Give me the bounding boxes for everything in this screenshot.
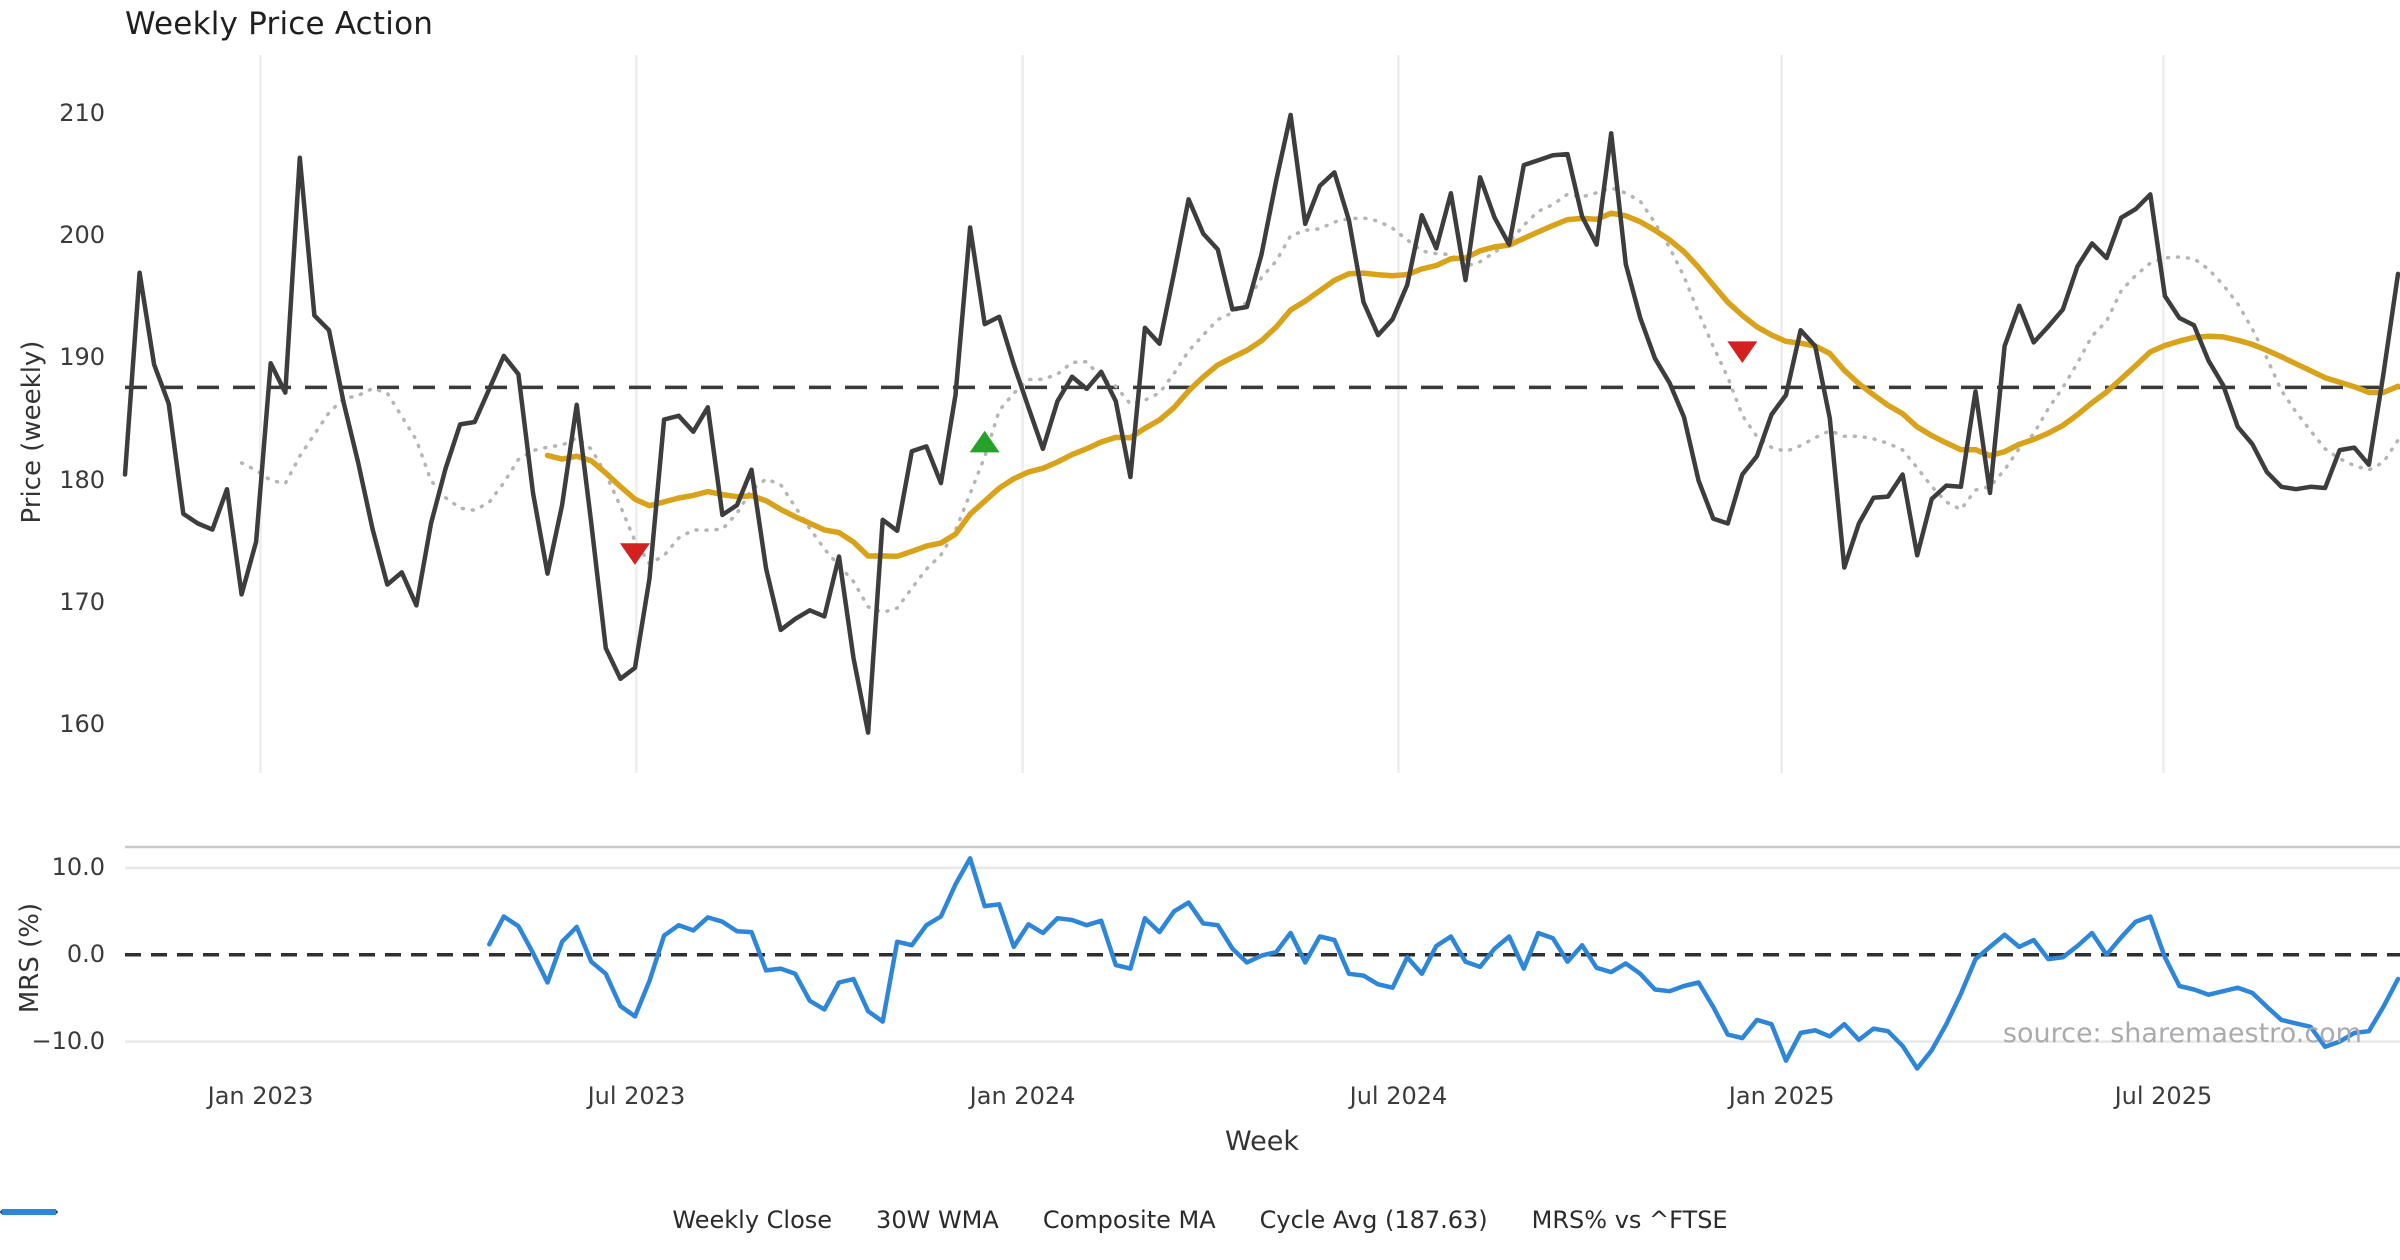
month-tick-label: Jul 2025 <box>2114 1082 2213 1110</box>
legend-label: 30W WMA <box>876 1206 999 1234</box>
legend-label: Cycle Avg (187.63) <box>1259 1206 1488 1234</box>
legend-item: MRS% vs ^FTSE <box>2 1206 1728 1234</box>
chart-title: Weekly Price Action <box>125 6 434 42</box>
mrs-tick-label: 10.0 <box>51 852 105 881</box>
legend-label: Composite MA <box>1042 1206 1216 1234</box>
source-watermark: source: sharemaestro.com <box>2002 1018 2362 1049</box>
legend-item: 30W WMA <box>2 1206 999 1234</box>
legend-label: MRS% vs ^FTSE <box>1531 1206 1728 1234</box>
x-axis-label: Week <box>1225 1126 1299 1157</box>
price-tick-label: 170 <box>59 587 105 616</box>
month-tick-label: Jan 2024 <box>969 1082 1076 1110</box>
wma-line <box>544 210 2400 560</box>
sell-marker-icon <box>619 543 650 565</box>
mrs-tick-label: 0.0 <box>66 939 105 968</box>
legend-item: Weekly Close <box>2 1206 833 1234</box>
price-tick-label: 180 <box>59 465 105 494</box>
month-tick-label: Jul 2023 <box>587 1082 686 1110</box>
legend: Weekly Close 30W WMA Composite MA Cycle Avg… <box>0 1206 2400 1234</box>
month-tick-label: Jul 2024 <box>1349 1082 1448 1110</box>
legend-item: Composite MA <box>0 1206 1216 1234</box>
legend-swatch-solid-blue-icon <box>2 1209 56 1215</box>
price-tick-label: 160 <box>59 710 105 739</box>
mrs-line <box>487 856 2400 1071</box>
legend-item: Cycle Avg (187.63) <box>0 1206 1488 1234</box>
sell-marker-icon <box>1727 341 1758 364</box>
legend-label: Weekly Close <box>672 1206 833 1234</box>
price-tick-label: 190 <box>59 343 105 372</box>
buy-marker-icon <box>969 430 1000 453</box>
price-tick-label: 210 <box>59 98 105 127</box>
composite-ma-line <box>239 186 2400 615</box>
mrs-tick-label: −10.0 <box>31 1026 105 1055</box>
weekly-close-line <box>122 112 2400 735</box>
month-tick-label: Jan 2023 <box>207 1082 314 1110</box>
price-tick-label: 200 <box>59 221 105 250</box>
month-tick-label: Jan 2025 <box>1728 1082 1835 1110</box>
